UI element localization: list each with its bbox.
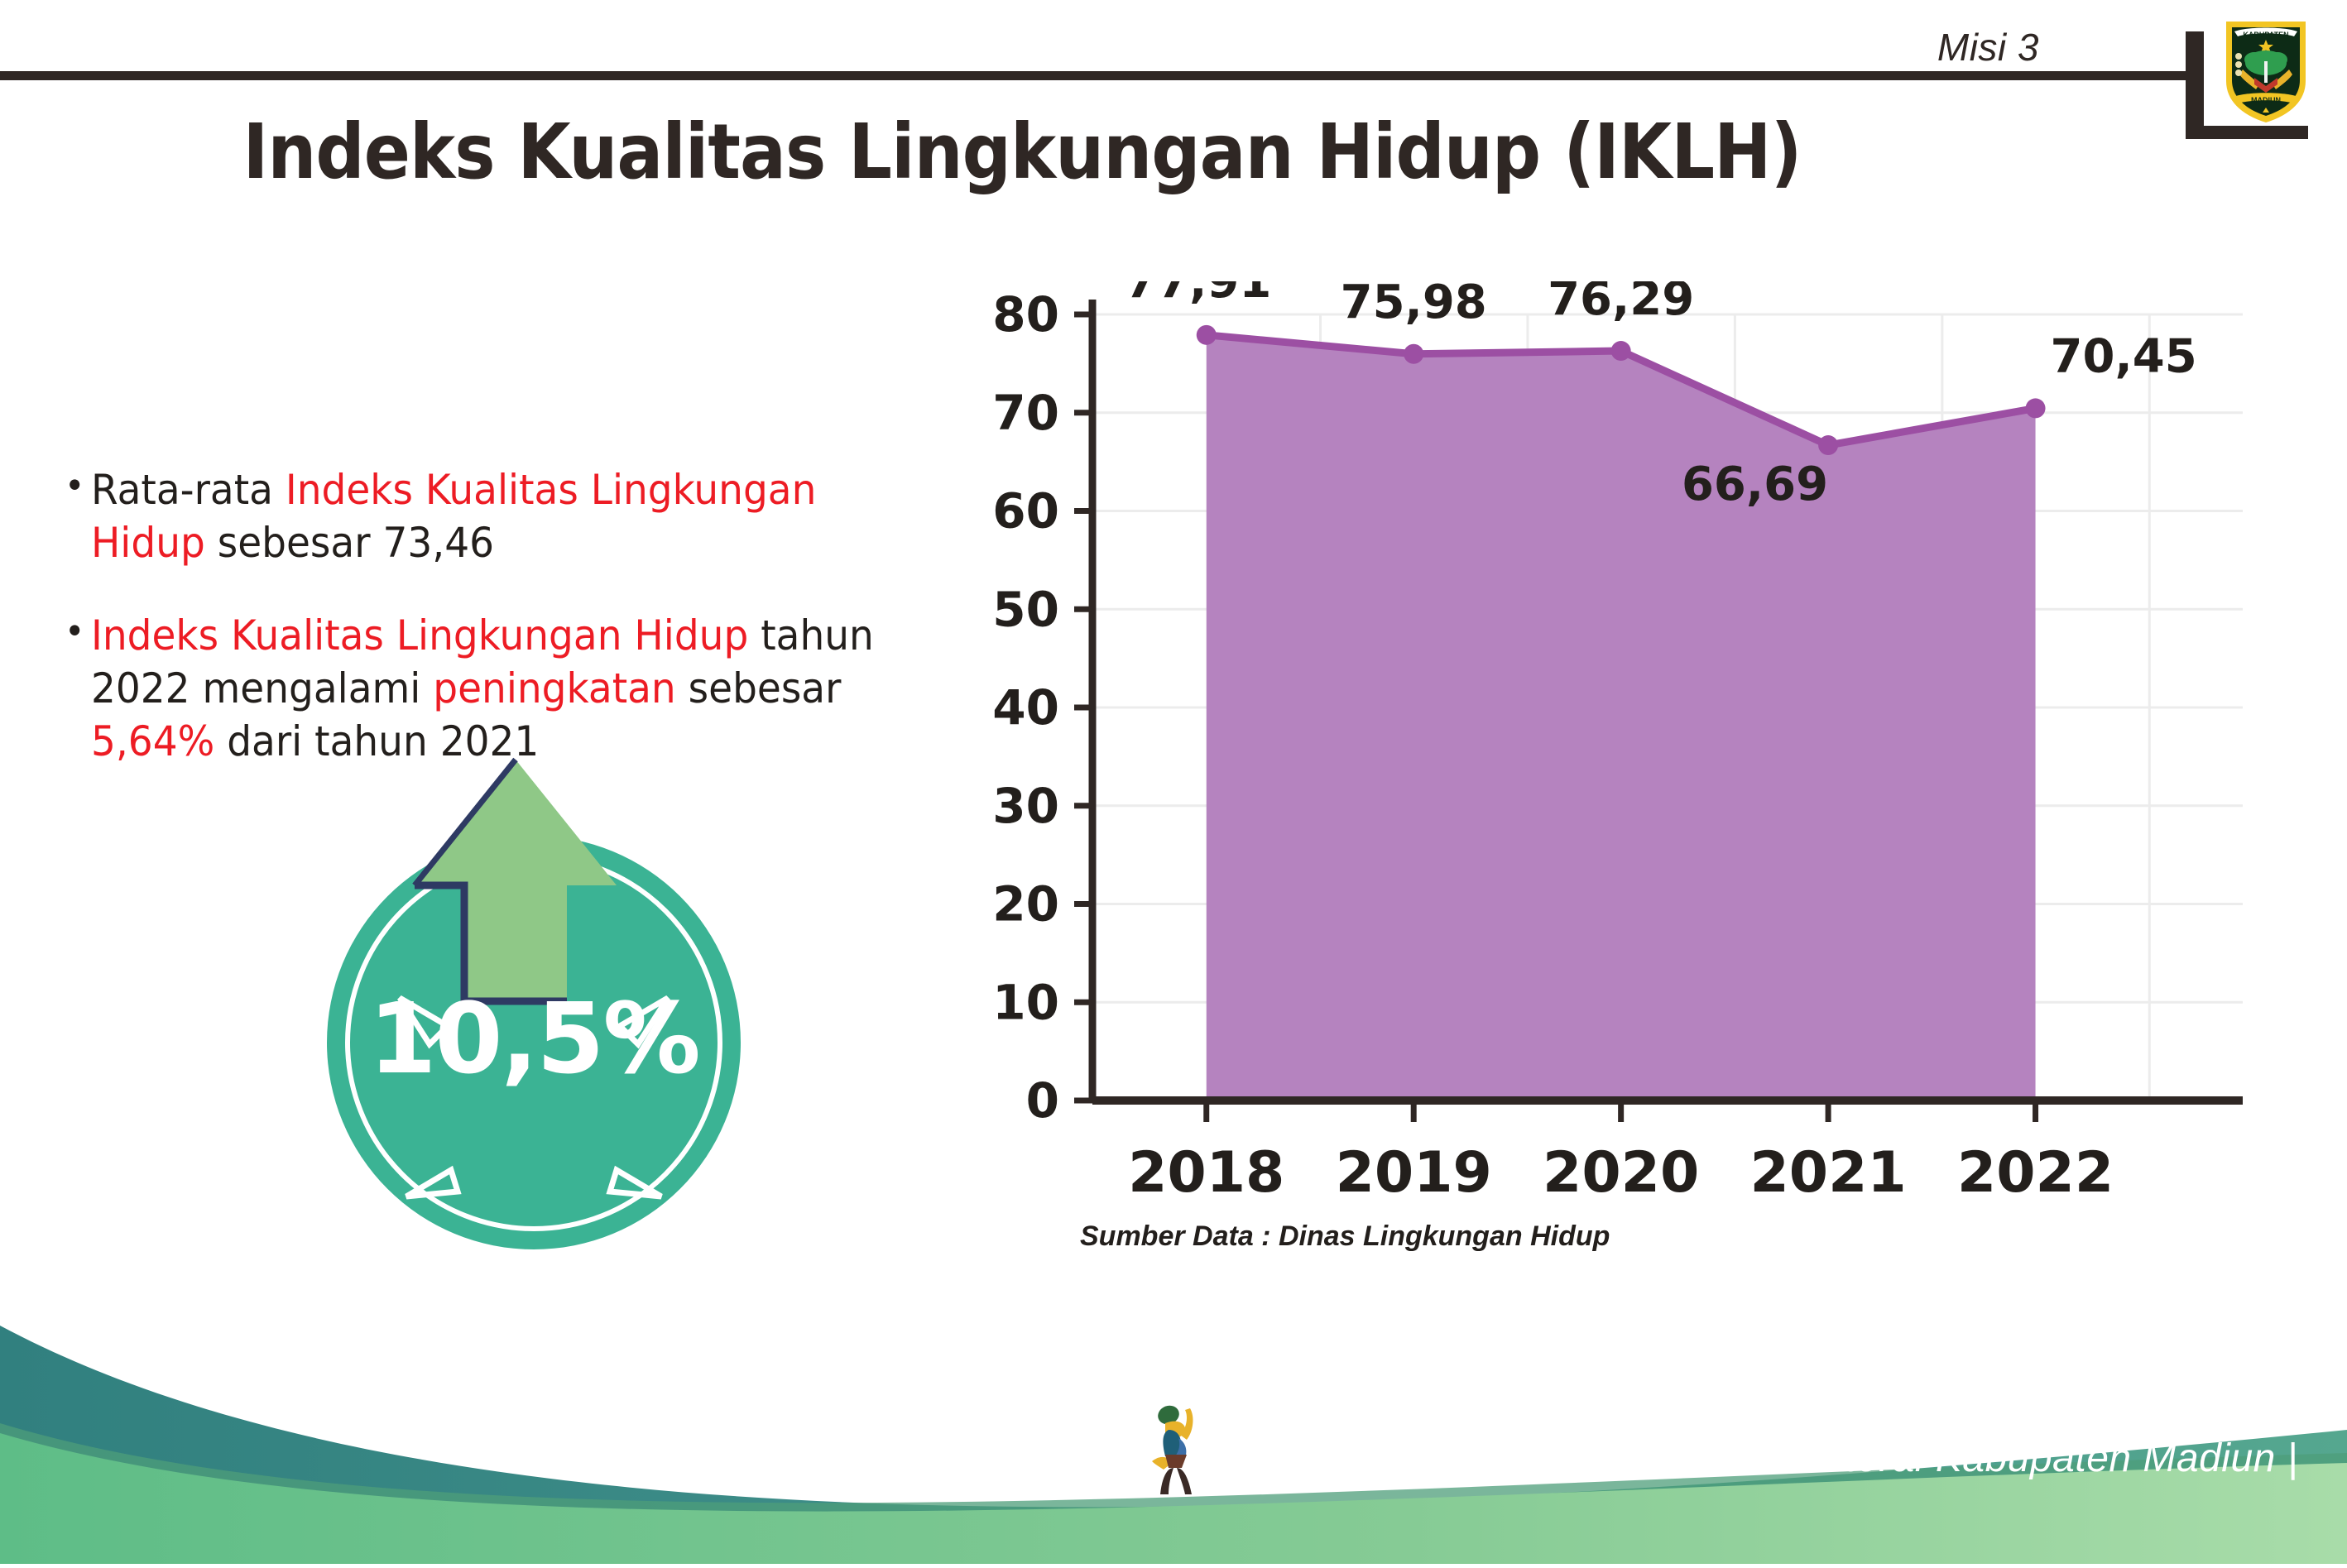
svg-text:0: 0 bbox=[1026, 1072, 1059, 1129]
bullet-2-part-5: 5,64% bbox=[90, 717, 215, 765]
svg-text:20: 20 bbox=[992, 876, 1059, 933]
statistics-figure-logo-icon bbox=[1152, 1405, 1193, 1494]
svg-text:2021: 2021 bbox=[1749, 1140, 1906, 1206]
bullet-2-part-2: tahun 2022 mengalami bbox=[90, 611, 874, 712]
bullet-item: Rata-rata Indeks Kualitas Lingkungan Hid… bbox=[65, 463, 920, 569]
svg-text:50: 50 bbox=[992, 581, 1059, 637]
chart-source-note: Sumber Data : Dinas Lingkungan Hidup bbox=[1080, 1220, 1610, 1252]
svg-text:80: 80 bbox=[992, 286, 1059, 343]
svg-text:2022: 2022 bbox=[1957, 1140, 2114, 1206]
svg-text:2020: 2020 bbox=[1543, 1140, 1699, 1206]
svg-text:76,29: 76,29 bbox=[1548, 281, 1694, 326]
footer-wave: Media Infografis Data Statistik Sektoral… bbox=[0, 1291, 2347, 1564]
svg-text:70,45: 70,45 bbox=[2051, 329, 2197, 383]
bullet-2-part-3: peningkatan bbox=[433, 664, 676, 712]
bullet-item: Indeks Kualitas Lingkungan Hidup tahun 2… bbox=[65, 609, 920, 768]
bullet-2-part-4: sebesar bbox=[675, 664, 842, 712]
summary-bullets: Rata-rata Indeks Kualitas Lingkungan Hid… bbox=[65, 463, 975, 808]
header-corner-bracket-vertical bbox=[2186, 31, 2204, 139]
kabupaten-madiun-emblem-icon: KABUPATEN MADIUN bbox=[2218, 10, 2314, 126]
svg-text:2019: 2019 bbox=[1336, 1140, 1492, 1206]
svg-text:40: 40 bbox=[992, 679, 1059, 736]
svg-text:2018: 2018 bbox=[1128, 1140, 1284, 1206]
page-title: Indeks Kualitas Lingkungan Hidup (IKLH) bbox=[242, 108, 1802, 196]
iklh-area-chart: 77,91 75,98 76,29 66,69 70,45 0 10 20 30 40 50 60 70… bbox=[952, 281, 2276, 1258]
arrow-up-icon bbox=[412, 757, 617, 1005]
svg-text:60: 60 bbox=[992, 483, 1059, 539]
bullet-1-part-3: sebesar 73,46 bbox=[204, 519, 495, 567]
bullet-1-part-2: Indeks Kualitas Lingkungan Hidup bbox=[90, 466, 817, 567]
bullet-2-part-6: dari tahun 2021 bbox=[214, 717, 540, 765]
svg-text:77,91: 77,91 bbox=[1125, 281, 1271, 309]
svg-text:70: 70 bbox=[992, 385, 1059, 441]
bullet-1-part-1: Rata-rata bbox=[90, 466, 286, 514]
chart-canvas: 77,91 75,98 76,29 66,69 70,45 0 10 20 30 40 50 60 70… bbox=[992, 281, 2243, 1206]
bullet-2-part-1: Indeks Kualitas Lingkungan Hidup bbox=[90, 611, 749, 659]
svg-text:75,98: 75,98 bbox=[1341, 281, 1487, 329]
svg-text:66,69: 66,69 bbox=[1682, 458, 1828, 511]
svg-text:KABUPATEN: KABUPATEN bbox=[2243, 31, 2288, 39]
footer-caption: Media Infografis Data Statistik Sektoral… bbox=[1223, 1436, 2298, 1480]
badge-tick-marks bbox=[397, 995, 670, 1200]
badge-percent-label: 10,5% bbox=[368, 981, 700, 1096]
increase-badge: 10,5% bbox=[327, 757, 741, 1249]
misi-label: Misi 3 bbox=[1937, 26, 2039, 69]
header-divider bbox=[0, 71, 2193, 80]
header-corner-bracket-horizontal bbox=[2186, 126, 2308, 139]
svg-text:30: 30 bbox=[992, 778, 1059, 834]
svg-text:10: 10 bbox=[992, 974, 1059, 1030]
svg-text:MADIUN: MADIUN bbox=[2251, 96, 2281, 104]
